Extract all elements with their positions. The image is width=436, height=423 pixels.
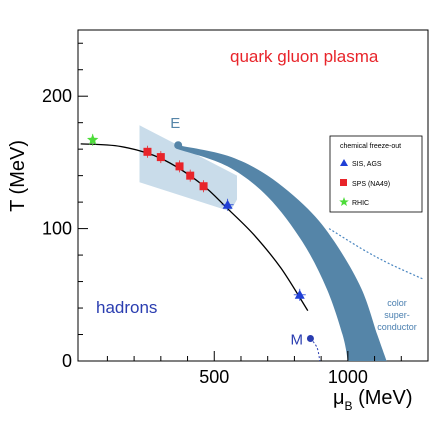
first-order-transition-band	[178, 145, 387, 361]
x-tick-label-1000: 1000	[328, 367, 368, 387]
x-axis-title-mu: μ	[333, 387, 345, 409]
legend: chemical freeze-out SIS, AGS SPS (NA49) …	[329, 135, 423, 213]
legend-square-marker	[340, 179, 347, 186]
point-m-label: M	[290, 331, 303, 348]
legend-box	[329, 135, 423, 213]
y-tick-label-100: 100	[42, 219, 72, 239]
crossover-band	[139, 125, 237, 212]
legend-star-marker	[339, 197, 349, 206]
data-point-sps-na49-3	[186, 171, 195, 180]
color-superconductor-boundary-dashed	[328, 228, 423, 280]
plot-frame	[77, 29, 429, 362]
data-point-sps-na49-2	[175, 162, 184, 171]
point-m	[306, 334, 314, 342]
critical-point-e	[174, 141, 183, 150]
csc-region-label-line1: color	[387, 298, 407, 308]
axis-ticks: 500 1000 0 100 200	[42, 42, 402, 387]
freezeout-curve	[80, 143, 309, 312]
csc-region-label-line2: super-	[384, 310, 410, 320]
hadrons-region-label: hadrons	[96, 298, 157, 317]
critical-point-e-label: E	[170, 115, 180, 132]
data-point-sps-na49-0	[143, 147, 152, 156]
legend-entry-sis-ags: SIS, AGS	[352, 161, 382, 168]
csc-region-label-line3: conductor	[377, 322, 417, 332]
x-axis-title-unit: (MeV)	[353, 387, 413, 409]
data-point-sis-ags-0	[222, 199, 233, 209]
legend-title: chemical freeze-out	[340, 143, 401, 150]
legend-triangle-marker	[340, 159, 348, 166]
y-tick-label-200: 200	[42, 86, 72, 106]
m-point-tail-dashed	[310, 338, 321, 362]
data-point-sis-ags-1	[294, 289, 305, 299]
y-tick-label-0: 0	[62, 351, 72, 371]
x-axis-title-sub: B	[345, 399, 353, 413]
legend-entry-rhic: RHIC	[352, 200, 369, 207]
y-axis-title: T (MeV)	[7, 140, 29, 212]
freezeout-data-points	[87, 133, 306, 301]
x-axis-title: μB (MeV)	[333, 387, 413, 413]
data-point-sps-na49-4	[199, 182, 208, 191]
legend-entry-sps: SPS (NA49)	[352, 181, 390, 188]
x-tick-label-500: 500	[199, 367, 229, 387]
data-point-rhic-0	[87, 133, 99, 145]
data-point-sps-na49-1	[156, 153, 165, 162]
qgp-region-label: quark gluon plasma	[230, 47, 379, 66]
